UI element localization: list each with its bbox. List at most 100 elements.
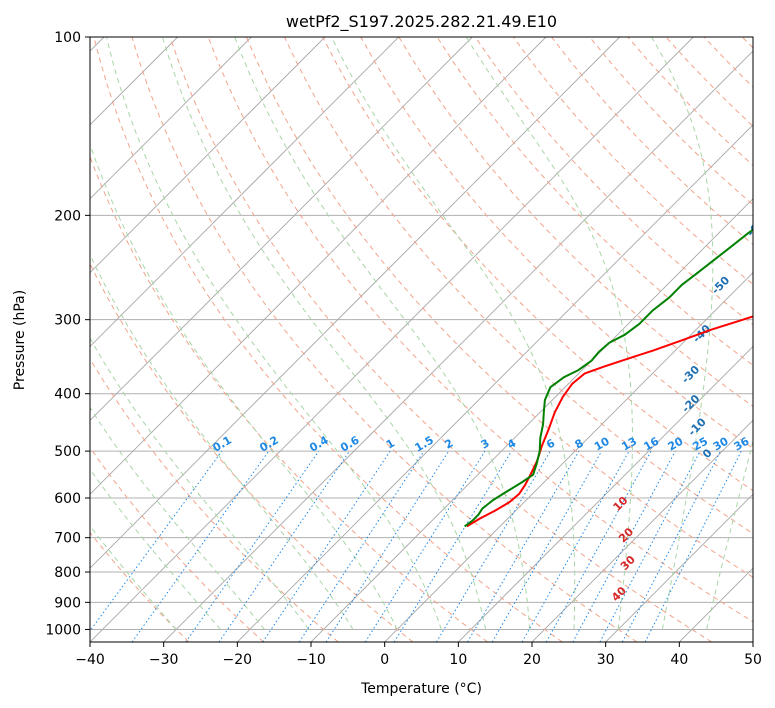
dry-adiabat-label: -20 [679,392,702,415]
y-tick-label: 1000 [45,622,81,638]
y-axis-label: Pressure (hPa) [12,290,28,390]
mixing-ratio-label: 1 [384,437,397,452]
x-axis-label: Temperature (°C) [360,681,482,697]
moist-adiabat-label: 20 [616,525,636,545]
isotherm-line [384,272,753,642]
isotherm-line [90,37,620,569]
dry-adiabat-label: -10 [686,415,709,438]
dry-adiabat-line [131,37,638,642]
mixing-ratio-line [599,450,701,642]
dry-adiabat-label: -30 [679,363,702,386]
dry-adiabat-line [360,37,753,449]
mixing-ratio-label: 3 [479,437,492,452]
mixing-ratio-label: 2 [442,437,455,452]
moist-adiabat-line [234,37,531,630]
profile-lines [464,228,753,528]
x-tick-label: 0 [380,652,389,668]
moist-adiabat-line [90,406,265,630]
y-tick-label: 400 [54,387,81,403]
temperature-profile-line [466,315,753,528]
dry-adiabat-label: -60 [744,216,767,239]
dry-adiabat-line [512,37,753,285]
mixing-ratio-line [393,450,512,642]
moist-adiabat-line [161,37,487,630]
x-axis-ticks: −40 −30 −20 −10 0 10 20 30 40 50 [75,642,762,668]
mixing-ratio-line [131,450,270,642]
moist-adiabat-line [651,37,714,630]
background-labels: 0.10.20.40.611.52346810131620253036-100-… [210,216,767,604]
moist-adiabat-label: 40 [609,584,629,604]
mixing-ratio-line [90,450,223,632]
dry-adiabat-line [551,37,753,246]
dry-adiabat-line [90,155,488,642]
moist-adiabat-line [331,37,576,630]
chart-title: wetPf2_S197.2025.282.21.49.E10 [286,12,557,32]
dry-adiabat-line [741,37,753,49]
mixing-ratio-label: 8 [573,437,586,452]
dry-adiabat-line [436,37,753,366]
moist-adiabat-line [706,439,753,630]
y-tick-label: 800 [54,565,81,581]
y-tick-label: 200 [54,208,81,224]
moist-adiabat-line [90,525,177,630]
x-tick-label: −30 [149,652,179,668]
mixing-ratio-line [298,450,425,642]
dry-adiabat-line [169,37,712,642]
isotherm-line [237,124,753,642]
y-tick-label: 600 [54,491,81,507]
y-tick-label: 100 [54,30,81,46]
moist-adiabat-line [90,468,221,630]
mixing-ratio-line [572,450,676,642]
dry-adiabat-line [703,37,753,88]
isotherm-line [163,50,753,642]
dry-adiabat-label: -50 [709,273,732,296]
dry-adiabat-line [90,262,414,642]
dry-adiabat-line [474,37,753,326]
mixing-ratio-line [325,450,450,642]
isotherm-line [90,37,547,495]
background-grid [90,37,753,642]
x-tick-label: 50 [744,652,762,668]
mixing-ratio-line [185,450,320,642]
x-tick-label: −20 [223,652,253,668]
isotherm-line [752,641,753,642]
x-tick-label: −10 [296,652,326,668]
dry-adiabat-line [90,531,190,642]
dry-adiabat-line [90,357,339,642]
isotherm-line [90,37,326,274]
y-tick-label: 500 [54,444,81,460]
y-axis-ticks: 100 200 300 400 500 600 700 800 900 1000 [45,30,90,638]
mixing-ratio-line [364,450,486,642]
mixing-ratio-line [545,450,652,642]
isotherm-line [458,345,753,642]
moist-adiabat-line [90,337,310,630]
dry-adiabat-line [398,37,753,408]
isotherm-line [531,419,753,642]
isotherm-line [90,37,252,200]
moist-adiabat-line [90,142,398,630]
isotherm-line [90,37,399,348]
y-tick-label: 300 [54,313,81,329]
dry-adiabat-line [245,37,753,578]
isotherm-line [605,493,753,642]
dry-adiabat-line [207,37,753,623]
mixing-ratio-line [521,450,630,642]
x-tick-label: −40 [75,652,105,668]
moist-adiabat-label: 30 [618,553,638,573]
y-tick-label: 700 [54,531,81,547]
dry-adiabat-label: 0 [700,446,715,461]
mixing-ratio-line [262,450,391,642]
dewpoint-profile-line [464,228,753,528]
mixing-ratio-line [491,450,603,642]
moist-adiabat-line [465,37,633,630]
x-tick-label: 30 [597,652,615,668]
dry-adiabat-line [93,37,563,642]
mixing-ratio-line [435,450,551,642]
mixing-ratio-line [218,450,350,642]
mixing-ratio-label: 6 [544,436,557,451]
x-tick-label: 20 [523,652,541,668]
mixing-ratio-line [467,450,580,642]
x-tick-label: 10 [449,652,467,668]
isotherm-line [310,198,753,642]
mixing-ratio-label: 4 [505,436,518,451]
